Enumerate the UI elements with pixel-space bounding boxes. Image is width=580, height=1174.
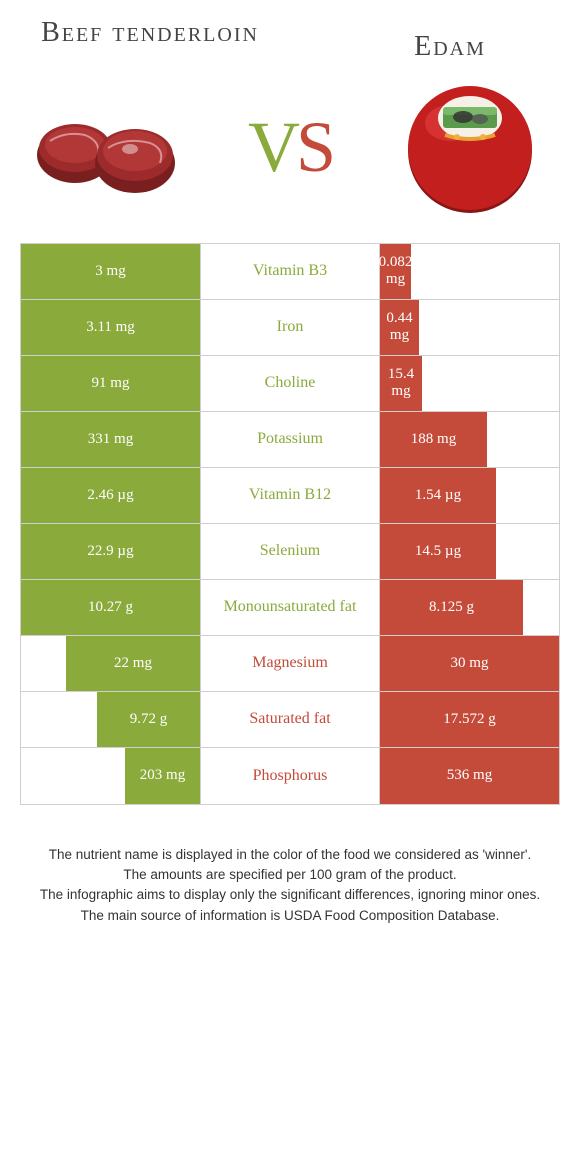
left-value: 331 mg <box>21 412 201 467</box>
right-value: 188 mg <box>379 412 487 467</box>
footer-line-3: The infographic aims to display only the… <box>30 885 550 905</box>
table-row: 331 mgPotassium188 mg <box>21 412 559 468</box>
nutrient-label: Saturated fat <box>201 692 379 747</box>
nutrient-label: Iron <box>201 300 379 355</box>
left-value: 9.72 g <box>97 692 201 747</box>
table-row: 3 mgVitamin B30.082 mg <box>21 244 559 300</box>
table-row: 22 mgMagnesium30 mg <box>21 636 559 692</box>
table-row: 10.27 gMonounsaturated fat8.125 g <box>21 580 559 636</box>
vs-s: S <box>296 107 332 187</box>
table-row: 3.11 mgIron0.44 mg <box>21 300 559 356</box>
left-value: 3 mg <box>21 244 201 299</box>
footer-notes: The nutrient name is displayed in the co… <box>0 805 580 926</box>
left-value: 22 mg <box>66 636 201 691</box>
edam-image <box>390 83 550 213</box>
vs-label: VS <box>248 106 332 189</box>
left-value: 2.46 µg <box>21 468 201 523</box>
right-value: 0.082 mg <box>379 244 411 299</box>
right-value: 15.4 mg <box>379 356 422 411</box>
beef-image <box>30 83 190 213</box>
footer-line-4: The main source of information is USDA F… <box>30 906 550 926</box>
left-value: 3.11 mg <box>21 300 201 355</box>
left-value: 203 mg <box>125 748 201 804</box>
right-value: 14.5 µg <box>379 524 496 579</box>
nutrient-label: Magnesium <box>201 636 379 691</box>
right-value: 536 mg <box>379 748 559 804</box>
vs-v: V <box>248 107 296 187</box>
right-value: 0.44 mg <box>379 300 419 355</box>
nutrient-label: Vitamin B12 <box>201 468 379 523</box>
nutrient-label: Phosphorus <box>201 748 379 804</box>
nutrient-label: Vitamin B3 <box>201 244 379 299</box>
table-row: 203 mgPhosphorus536 mg <box>21 748 559 804</box>
comparison-table: 3 mgVitamin B30.082 mg3.11 mgIron0.44 mg… <box>20 243 560 805</box>
table-row: 22.9 µgSelenium14.5 µg <box>21 524 559 580</box>
nutrient-label: Potassium <box>201 412 379 467</box>
footer-line-2: The amounts are specified per 100 gram o… <box>30 865 550 885</box>
left-food-title: Beef tenderloin <box>40 18 260 49</box>
header: Beef tenderloin Edam <box>0 0 580 63</box>
right-value: 1.54 µg <box>379 468 496 523</box>
nutrient-label: Selenium <box>201 524 379 579</box>
right-value: 8.125 g <box>379 580 523 635</box>
right-value: 30 mg <box>379 636 559 691</box>
left-value: 22.9 µg <box>21 524 201 579</box>
nutrient-label: Choline <box>201 356 379 411</box>
nutrient-label: Monounsaturated fat <box>201 580 379 635</box>
right-value: 17.572 g <box>379 692 559 747</box>
footer-line-1: The nutrient name is displayed in the co… <box>30 845 550 865</box>
table-row: 2.46 µgVitamin B121.54 µg <box>21 468 559 524</box>
right-food-title: Edam <box>360 32 540 63</box>
left-value: 91 mg <box>21 356 201 411</box>
image-row: VS <box>0 63 580 243</box>
left-value: 10.27 g <box>21 580 201 635</box>
table-row: 91 mgCholine15.4 mg <box>21 356 559 412</box>
table-row: 9.72 gSaturated fat17.572 g <box>21 692 559 748</box>
